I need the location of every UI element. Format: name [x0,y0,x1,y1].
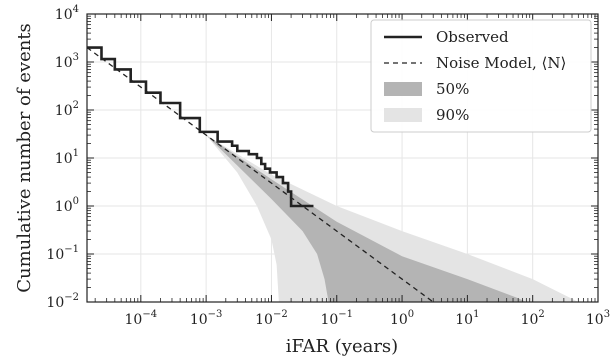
x-tick-label: 10−2 [255,309,288,328]
y-tick-label: 102 [55,100,79,119]
series-lines [87,46,434,302]
x-tick-label: 100 [390,309,414,328]
tick-labels: 10−4 10−3 10−2 10−1 100 101 102 103 10−2 10−1 100 1… [46,4,610,328]
confidence-bands [87,47,579,302]
x-tick-label: 10−1 [320,309,353,328]
x-tick-label: 101 [455,309,479,328]
x-axis-label: iFAR (years) [286,336,398,357]
y-tick-label: 10−1 [46,244,79,263]
y-tick-label: 100 [55,196,79,215]
legend-label: 90% [436,106,469,124]
x-tick-label: 10−3 [190,309,223,328]
legend-label: 50% [436,80,469,98]
y-tick-label: 101 [55,148,79,167]
axis-ticks [87,13,599,303]
legend-label: Noise Model, ⟨N⟩ [436,54,566,72]
x-tick-label: 102 [521,309,545,328]
observed-line [87,46,314,208]
legend-box [370,19,592,133]
y-tick-label: 103 [55,52,79,71]
y-axis-label: Cumulative number of events [14,23,35,293]
plot-frame [86,13,599,303]
legend-label: Observed [436,28,509,46]
legend-band-swatch [384,108,422,122]
y-tick-label: 10−2 [46,292,79,311]
legend: Observed Noise Model, ⟨N⟩ 50% 90% [370,19,592,133]
x-tick-label: 103 [586,309,610,328]
x-tick-label: 10−4 [125,309,158,328]
legend-band-swatch [384,82,422,96]
y-tick-label: 104 [55,4,79,23]
